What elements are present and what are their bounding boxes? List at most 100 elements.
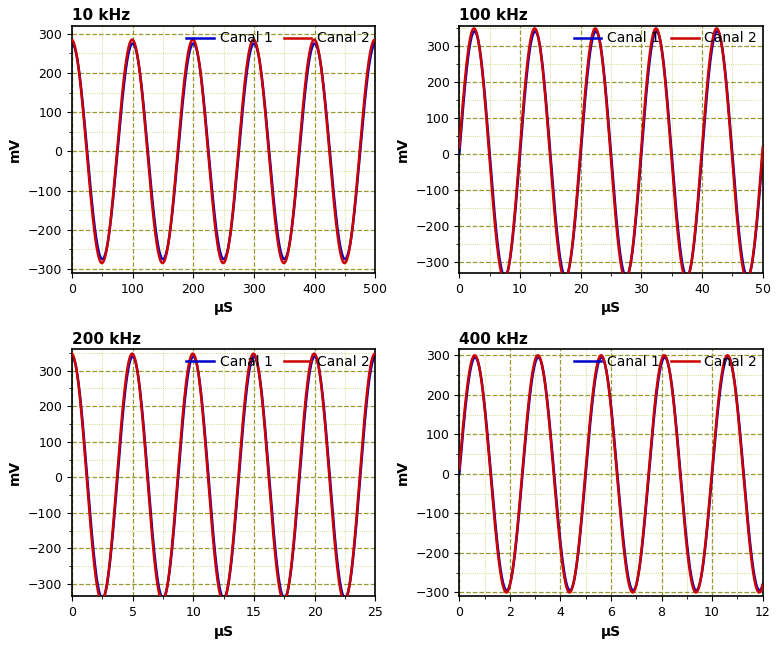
Canal 2 [371, 350, 380, 358]
Canal 1 [507, 571, 516, 579]
Canal 1 [720, 361, 729, 369]
Canal 2 [365, 52, 374, 60]
Canal 2 [758, 581, 767, 589]
X-axis label: μS: μS [601, 624, 621, 639]
Canal 1 [571, 567, 580, 575]
Text: 400 kHz: 400 kHz [460, 332, 528, 347]
Canal 1 [489, 504, 499, 512]
Canal 1 [470, 27, 479, 35]
Legend: Canal 1, Canal 2: Canal 1, Canal 2 [568, 26, 763, 51]
Canal 2 [534, 351, 543, 359]
Y-axis label: mV: mV [396, 460, 410, 485]
X-axis label: μS: μS [601, 301, 621, 315]
Canal 1 [720, 58, 729, 66]
Canal 1 [102, 245, 111, 252]
Legend: Canal 1, Canal 2: Canal 1, Canal 2 [181, 26, 375, 51]
Canal 2 [102, 246, 111, 254]
Canal 2 [158, 597, 167, 605]
X-axis label: μS: μS [213, 624, 234, 639]
Canal 2 [571, 567, 580, 575]
X-axis label: μS: μS [213, 301, 234, 315]
Canal 1 [197, 394, 206, 402]
Canal 2 [120, 69, 129, 76]
Canal 2 [67, 36, 76, 43]
Canal 1 [753, 583, 762, 591]
Canal 2 [571, 204, 580, 212]
Line: Canal 1: Canal 1 [72, 356, 375, 598]
Line: Canal 1: Canal 1 [460, 357, 763, 591]
Line: Canal 2: Canal 2 [460, 28, 763, 280]
Canal 2 [530, 25, 539, 32]
Canal 1 [97, 595, 107, 602]
Line: Canal 1: Canal 1 [72, 43, 375, 259]
Y-axis label: mV: mV [396, 137, 410, 162]
Canal 2 [489, 509, 499, 517]
Canal 1 [534, 353, 543, 361]
Canal 1 [758, 581, 767, 589]
Canal 2 [332, 226, 341, 234]
Canal 1 [584, 433, 594, 441]
Line: Canal 2: Canal 2 [72, 39, 375, 263]
Canal 1 [743, 272, 753, 280]
Canal 1 [371, 353, 380, 360]
Canal 1 [455, 150, 464, 158]
Line: Canal 2: Canal 2 [460, 355, 763, 593]
Canal 2 [365, 368, 374, 376]
Canal 1 [67, 39, 76, 47]
Canal 2 [584, 50, 594, 58]
Canal 2 [102, 582, 111, 590]
Canal 2 [753, 215, 762, 223]
Text: 100 kHz: 100 kHz [460, 8, 528, 23]
Canal 1 [455, 470, 464, 477]
Canal 1 [120, 391, 129, 399]
Canal 1 [120, 74, 129, 82]
Canal 1 [97, 256, 107, 263]
Canal 1 [184, 368, 193, 376]
Canal 1 [365, 59, 374, 67]
Line: Canal 1: Canal 1 [460, 31, 763, 276]
Canal 2 [197, 79, 206, 87]
Canal 2 [189, 36, 198, 43]
Canal 2 [489, 209, 499, 217]
Canal 2 [507, 238, 516, 246]
Canal 1 [692, 587, 701, 595]
Canal 2 [507, 571, 516, 578]
Text: 10 kHz: 10 kHz [72, 8, 130, 23]
Canal 2 [691, 589, 700, 597]
Canal 2 [197, 398, 206, 406]
Canal 2 [371, 36, 380, 43]
Canal 2 [184, 362, 193, 370]
Canal 1 [197, 76, 206, 84]
Canal 1 [102, 582, 111, 590]
Canal 2 [720, 61, 729, 69]
Canal 1 [753, 219, 762, 226]
Canal 2 [584, 429, 594, 437]
Canal 2 [499, 276, 509, 283]
Legend: Canal 1, Canal 2: Canal 1, Canal 2 [568, 349, 763, 375]
Canal 2 [455, 465, 464, 473]
Canal 2 [184, 47, 193, 55]
Canal 1 [371, 39, 380, 47]
Line: Canal 2: Canal 2 [72, 354, 375, 601]
Canal 1 [365, 375, 374, 382]
Y-axis label: mV: mV [9, 137, 23, 162]
Canal 2 [753, 586, 762, 593]
Canal 2 [332, 560, 341, 568]
Canal 2 [455, 144, 464, 151]
Canal 2 [189, 350, 198, 358]
Canal 2 [158, 259, 167, 267]
Canal 1 [67, 353, 76, 360]
Canal 2 [67, 350, 76, 358]
Canal 2 [720, 358, 729, 366]
Legend: Canal 1, Canal 2: Canal 1, Canal 2 [181, 349, 375, 375]
Y-axis label: mV: mV [9, 460, 23, 485]
Canal 2 [120, 386, 129, 394]
Canal 1 [758, 150, 767, 158]
Canal 1 [507, 240, 516, 248]
Canal 1 [332, 553, 341, 561]
Text: 200 kHz: 200 kHz [72, 332, 141, 347]
Canal 2 [758, 144, 767, 151]
Canal 1 [584, 58, 594, 65]
Canal 1 [489, 204, 499, 212]
Canal 1 [571, 210, 580, 217]
